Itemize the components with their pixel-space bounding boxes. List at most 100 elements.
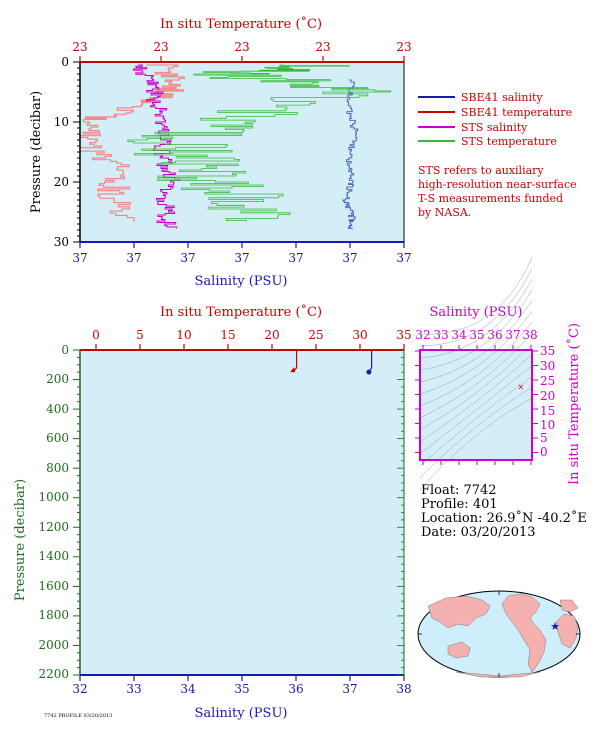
ts-density-contour [419,397,533,491]
main-pressure-tick: 1200 [38,520,69,534]
top-pressure-tick: 0 [61,55,69,69]
main-salinity-tick-labels: 32 33 34 35 36 37 38 [72,682,411,696]
top-series-line [133,64,181,229]
main-pressure-tick: 800 [46,461,69,475]
main-salinity-tick: 37 [342,682,357,696]
ts-density-contour [419,311,533,395]
map-land-australia [447,641,471,659]
ts-density-contour [419,279,533,359]
top-pressure-tick: 30 [54,235,69,249]
top-temp-axis-title: In situ Temperature (˚C) [160,16,322,32]
main-pressure-tick: 600 [46,431,69,445]
main-pressure-tick: 400 [46,402,69,416]
top-series-line [342,79,359,230]
legend-note-line: STS refers to auxiliary [418,164,544,177]
ts-salinity-tick: 34 [451,328,467,342]
main-salinity-tick: 34 [180,682,196,696]
world-map: ★ [417,590,581,678]
ts-density-contour [419,333,533,419]
legend-note-line: T-S measurements funded [418,192,563,205]
main-salinity-tick: 32 [72,682,87,696]
legend-note-line: high-resolution near-surface [418,178,577,191]
top-salinity-tick: 37 [342,251,357,265]
float-location-marker: ★ [550,620,560,633]
legend-note-line: by NASA. [418,206,471,219]
main-pressure-tick: 1800 [38,608,69,622]
legend-item-sts-temperature: STS temperature [418,135,557,148]
ts-diagram: Salinity (PSU) 32 33 34 35 36 37 38 × 35… [415,257,582,491]
top-series-line [79,64,185,222]
ts-density-contour [419,376,533,467]
main-temp-axis-title: In situ Temperature (˚C) [160,304,322,320]
main-pressure-axis-title: Pressure (decibar) [13,479,28,601]
map-land-europe [559,599,579,613]
map-land-africa [555,613,579,649]
ts-density-contour [419,257,533,335]
main-salinity-tick: 38 [396,682,411,696]
legend: SBE41 salinity SBE41 temperature STS sal… [418,91,577,219]
footer-tag: 7742 PROFILE 03/20/2013 [44,713,112,719]
map-land-antarctica [455,671,541,678]
main-chart: In situ Temperature (˚C) 0 5 10 15 20 25… [13,304,412,721]
ts-salinity-axis-title: Salinity (PSU) [430,305,523,320]
top-salinity-tick-labels: 37 37 37 37 37 37 37 [72,251,411,265]
top-salinity-tick: 37 [234,251,249,265]
ts-temp-axis-title: In situ Temperature (˚C) [566,323,582,485]
ts-tick-marks [415,345,538,465]
ts-plot-area [420,350,532,460]
main-salinity-axis-title: Salinity (PSU) [195,706,288,721]
main-pressure-tick: 2000 [38,638,69,652]
location: Location: 26.9˚N -40.2˚E [421,510,587,526]
main-pressure-tick: 1600 [38,579,69,593]
legend-note: STS refers to auxiliary high-resolution … [418,164,577,219]
ts-density-contours [419,257,533,491]
main-temp-tick: 0 [92,328,100,342]
ts-temp-tick: 15 [540,404,555,418]
float-id: Float: 7742 [421,483,497,498]
top-salinity-tick: 37 [72,251,87,265]
main-temp-tick: 30 [352,328,367,342]
ts-density-contour [419,365,533,455]
top-salinity-tick: 37 [180,251,195,265]
ts-frame [419,349,533,461]
ts-density-contour [419,343,533,431]
ts-density-contour [419,289,533,371]
date: Date: 03/20/2013 [421,525,536,540]
main-salinity-tick: 33 [126,682,141,696]
main-pressure-tick: 1400 [38,549,69,563]
main-salinity-end-marker [366,369,372,375]
main-tick-marks [73,344,405,681]
top-salinity-axis-title: Salinity (PSU) [195,274,288,289]
main-temp-tick: 10 [176,328,191,342]
top-series-line [127,64,391,223]
legend-item-sts-salinity: STS salinity [418,121,528,134]
main-temp-tick-labels: 0 5 10 15 20 25 30 35 [92,328,411,342]
main-pressure-tick: 2200 [38,667,69,681]
top-temp-tick: 23 [315,40,330,54]
ts-salinity-tick-labels: 32 33 34 35 36 37 38 [415,328,537,342]
legend-item-sbe41-salinity: SBE41 salinity [418,91,543,104]
top-pressure-tick: 20 [54,175,69,189]
ts-temp-tick-labels: 35 30 25 20 15 10 5 0 [540,344,555,459]
ts-temp-tick: 30 [540,359,555,373]
ts-density-contour [419,386,533,479]
top-temp-tick: 23 [234,40,249,54]
ts-density-contour [419,300,533,383]
main-temp-tick: 20 [264,328,279,342]
ts-data-points: × [517,382,524,391]
top-pressure-tick-labels: 0 10 20 30 [54,55,69,249]
legend-item-sbe41-temperature: SBE41 temperature [418,106,572,119]
top-temp-tick: 23 [153,40,168,54]
main-data-traces [290,350,373,375]
map-frame-ticks [418,591,580,677]
top-salinity-tick: 37 [396,251,411,265]
profile-number: Profile: 401 [421,497,498,512]
ts-temp-tick: 25 [540,374,555,388]
ts-salinity-tick: 38 [522,328,537,342]
ts-temp-tick: 0 [540,445,548,459]
main-temp-tick: 35 [396,328,411,342]
top-data-traces [79,64,391,230]
top-tick-marks [73,56,405,248]
main-pressure-tick: 200 [46,372,69,386]
legend-label: STS temperature [461,135,557,148]
